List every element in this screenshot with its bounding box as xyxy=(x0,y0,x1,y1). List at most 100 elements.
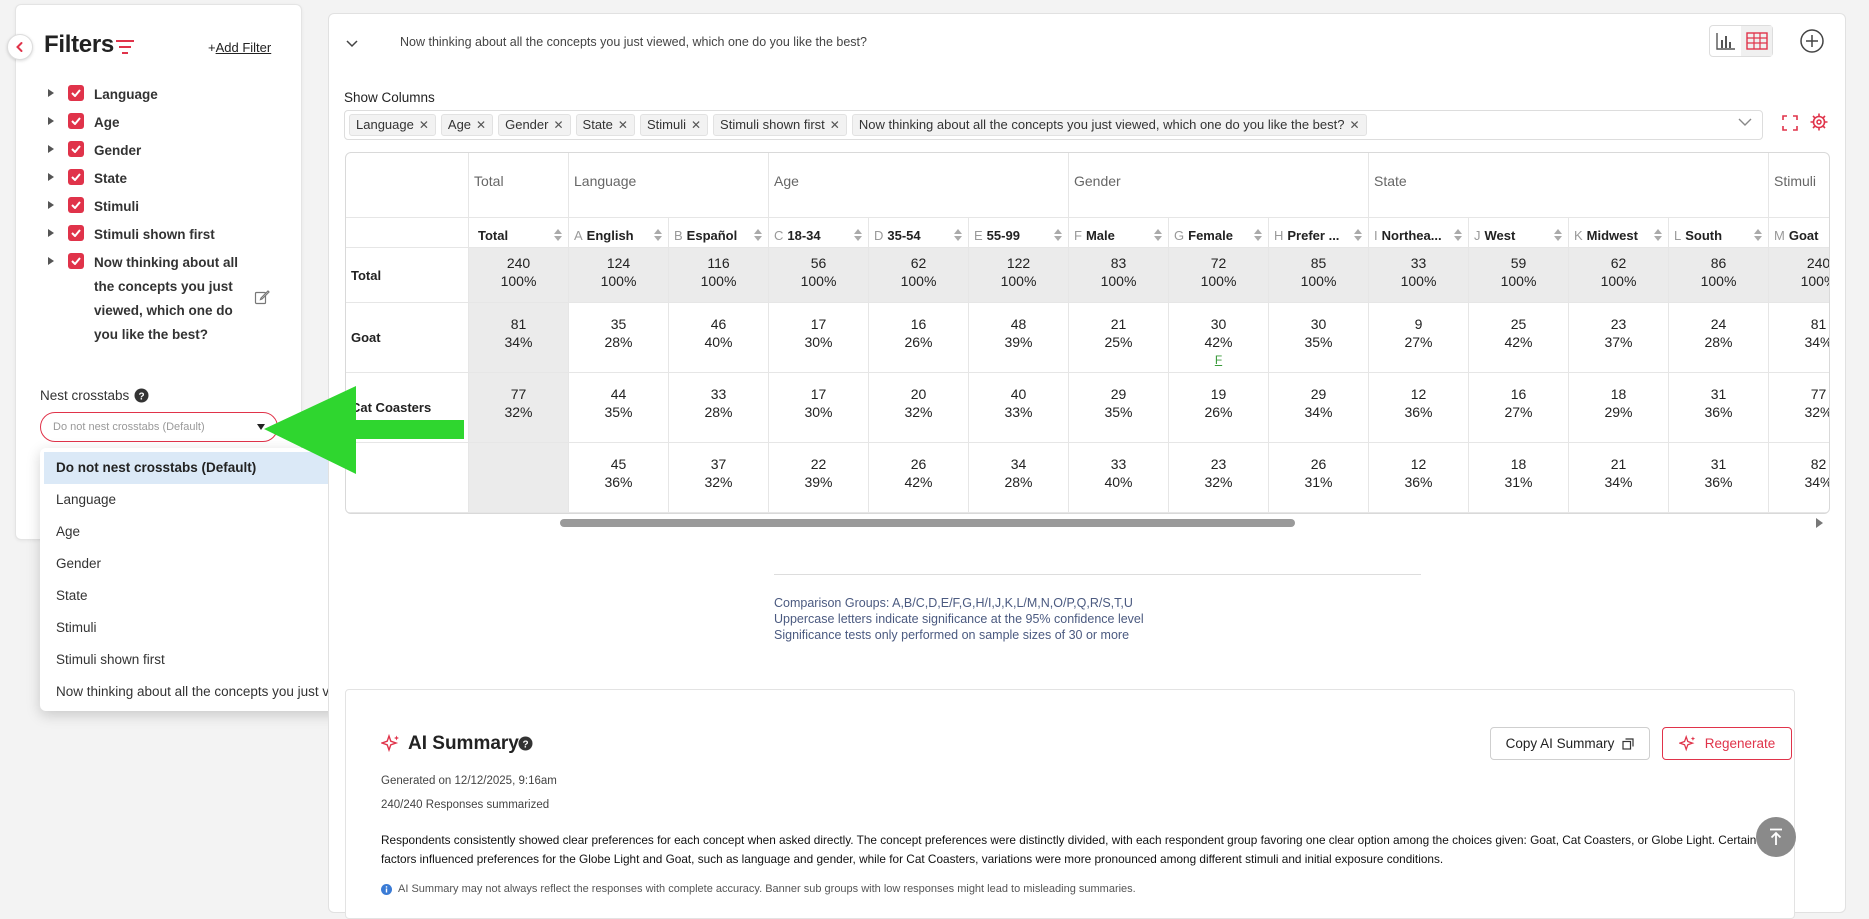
filter-checkbox[interactable] xyxy=(68,85,84,101)
group-header: Stimuli xyxy=(1769,153,1829,218)
cell-count: 16 xyxy=(910,316,927,332)
menu-item-age[interactable]: Age xyxy=(56,524,81,539)
sort-icon[interactable] xyxy=(754,229,762,241)
sort-icon[interactable] xyxy=(1754,229,1762,241)
sort-icon[interactable] xyxy=(554,229,562,241)
remove-tag-icon[interactable]: ✕ xyxy=(829,118,840,132)
filter-item-stimuli[interactable]: Stimuli xyxy=(46,195,139,215)
add-circle-icon[interactable] xyxy=(1799,28,1825,54)
filter-item-question[interactable]: Now thinking about all the concepts you … xyxy=(46,251,254,347)
cell-percent: 35% xyxy=(1104,404,1133,420)
filter-checkbox[interactable] xyxy=(68,141,84,157)
filter-item-state[interactable]: State xyxy=(46,167,127,187)
sort-icon[interactable] xyxy=(654,229,662,241)
column-header[interactable]: H Prefer ... xyxy=(1269,218,1369,248)
sort-icon[interactable] xyxy=(1654,229,1662,241)
remove-tag-icon[interactable]: ✕ xyxy=(617,118,628,132)
column-header[interactable]: D 35-54 xyxy=(869,218,969,248)
column-header[interactable]: L South xyxy=(1669,218,1769,248)
row-label: Cat Coasters xyxy=(346,373,469,443)
filter-item-language[interactable]: Language xyxy=(46,83,158,103)
filter-item-stimuli-shown-first[interactable]: Stimuli shown first xyxy=(46,223,215,243)
menu-item-stimuli[interactable]: Stimuli xyxy=(56,620,97,635)
remove-tag-icon[interactable]: ✕ xyxy=(690,118,702,132)
table-cell: 33 100% xyxy=(1369,248,1469,303)
chevron-down-icon[interactable] xyxy=(1738,118,1752,127)
table-corner xyxy=(346,218,469,248)
menu-item-stimuli-shown-first[interactable]: Stimuli shown first xyxy=(56,652,165,667)
chevron-down-icon[interactable] xyxy=(346,40,358,48)
remove-tag-icon[interactable]: ✕ xyxy=(418,118,429,132)
table-view-button[interactable] xyxy=(1741,26,1772,56)
sort-icon[interactable] xyxy=(1054,229,1062,241)
cell-percent: 39% xyxy=(1004,334,1033,350)
column-header[interactable]: F Male xyxy=(1069,218,1169,248)
filter-checkbox[interactable] xyxy=(68,253,84,269)
filter-item-age[interactable]: Age xyxy=(46,111,120,131)
remove-tag-icon[interactable]: ✕ xyxy=(553,118,564,132)
column-header[interactable]: C 18-34 xyxy=(769,218,869,248)
regenerate-button[interactable]: Regenerate xyxy=(1662,727,1792,760)
copy-ai-summary-button[interactable]: Copy AI Summary xyxy=(1490,727,1650,760)
sort-icon[interactable] xyxy=(954,229,962,241)
sort-icon[interactable] xyxy=(1554,229,1562,241)
scroll-to-top-button[interactable] xyxy=(1756,817,1796,857)
sort-icon[interactable] xyxy=(1254,229,1262,241)
filter-checkbox[interactable] xyxy=(68,169,84,185)
edit-icon[interactable] xyxy=(254,289,270,305)
fullscreen-icon[interactable] xyxy=(1782,115,1798,131)
sort-icon[interactable] xyxy=(854,229,862,241)
expand-caret-icon[interactable] xyxy=(46,173,56,181)
filter-label: Age xyxy=(94,115,120,130)
column-header[interactable]: E 55-99 xyxy=(969,218,1069,248)
column-header[interactable]: I Northea... xyxy=(1369,218,1469,248)
show-columns-select[interactable]: Language ✕ Age ✕ Gender ✕ State ✕ Stimuli ✕ S… xyxy=(344,110,1763,140)
expand-caret-icon[interactable] xyxy=(46,89,56,97)
help-icon[interactable]: ? xyxy=(134,388,149,403)
nest-crosstabs-select[interactable]: Do not nest crosstabs (Default) xyxy=(40,412,278,442)
column-header[interactable]: B Español xyxy=(669,218,769,248)
expand-caret-icon[interactable] xyxy=(46,145,56,153)
table-cell: 46 40% xyxy=(669,303,769,373)
add-filter-link[interactable]: +Add Filter xyxy=(208,40,271,55)
scrollbar-thumb[interactable] xyxy=(560,519,1295,527)
column-letter: H xyxy=(1274,228,1284,243)
expand-caret-icon[interactable] xyxy=(46,117,56,125)
sort-icon[interactable] xyxy=(1454,229,1462,241)
filter-checkbox[interactable] xyxy=(68,197,84,213)
annotation-arrow-icon xyxy=(264,386,464,474)
sort-icon[interactable] xyxy=(1154,229,1162,241)
chart-view-button[interactable] xyxy=(1710,26,1741,56)
column-header[interactable]: M Goat xyxy=(1769,218,1829,248)
collapse-panel-button[interactable] xyxy=(7,34,33,60)
help-icon[interactable]: ? xyxy=(518,736,533,751)
column-header[interactable]: J West xyxy=(1469,218,1569,248)
scroll-right-arrow-icon[interactable] xyxy=(1816,518,1823,528)
menu-item-state[interactable]: State xyxy=(56,588,88,603)
filter-checkbox[interactable] xyxy=(68,225,84,241)
cell-percent: 100% xyxy=(1700,273,1737,289)
remove-tag-icon[interactable]: ✕ xyxy=(476,118,487,132)
show-columns-label: Show Columns xyxy=(344,90,435,105)
column-header[interactable]: K Midwest xyxy=(1569,218,1669,248)
table-cell: 37 32% xyxy=(669,443,769,513)
column-label: West xyxy=(1484,228,1516,243)
view-toggle xyxy=(1709,25,1773,57)
cell-count: 116 xyxy=(707,255,730,271)
expand-caret-icon[interactable] xyxy=(46,257,56,265)
filter-checkbox[interactable] xyxy=(68,113,84,129)
sort-icon[interactable] xyxy=(1354,229,1362,241)
expand-caret-icon[interactable] xyxy=(46,201,56,209)
column-header[interactable]: Total xyxy=(469,218,569,248)
menu-item-gender[interactable]: Gender xyxy=(56,556,102,571)
gear-icon[interactable] xyxy=(1810,113,1828,131)
filter-lines-icon[interactable] xyxy=(116,39,134,55)
column-header[interactable]: G Female xyxy=(1169,218,1269,248)
expand-caret-icon[interactable] xyxy=(46,229,56,237)
table-cell: 72 100% xyxy=(1169,248,1269,303)
remove-tag-icon[interactable]: ✕ xyxy=(1349,118,1360,132)
dropdown-caret-icon[interactable] xyxy=(257,424,265,430)
filter-item-gender[interactable]: Gender xyxy=(46,139,141,159)
menu-item-language[interactable]: Language xyxy=(56,492,117,507)
column-header[interactable]: A English xyxy=(569,218,669,248)
